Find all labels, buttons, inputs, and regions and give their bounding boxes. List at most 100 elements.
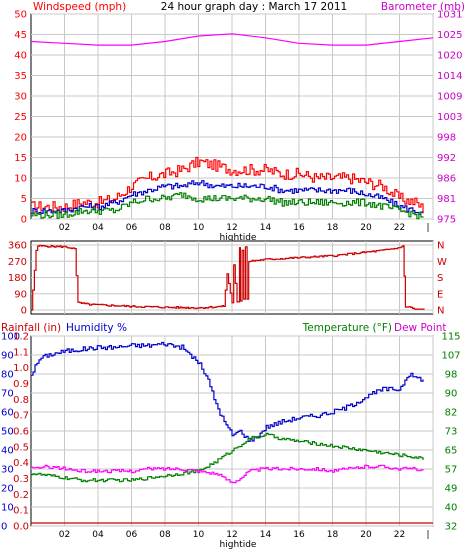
- windspeed-tick-label: 0: [21, 215, 27, 226]
- direction-tick-label: 0: [21, 306, 27, 317]
- barometer-tick-label: 975: [437, 215, 456, 226]
- humidity-xtick-label: 08: [159, 530, 171, 540]
- barometer-tick-label: 1031: [437, 10, 462, 21]
- humidity-xtick-label: 02: [59, 530, 70, 540]
- barometer-tick-label: 986: [437, 174, 456, 185]
- rainfall-tick-label: 0.7: [13, 411, 29, 422]
- windspeed-tick-label: 40: [14, 51, 27, 62]
- barometer-tick-label: 1009: [437, 92, 462, 103]
- compass-tick-label: W: [437, 257, 447, 268]
- wind-xtick-label: 20: [360, 223, 372, 233]
- temperature-tick-label: 32: [445, 522, 458, 533]
- temperature-tick-label: 57: [445, 465, 458, 476]
- chart-title: 24 hour graph day : March 17 2011: [161, 1, 347, 13]
- temperature-tick-label: 107: [441, 351, 460, 362]
- humidity-axis-title: Humidity %: [66, 322, 127, 334]
- rainfall-tick-label: 0.4: [13, 458, 29, 469]
- compass-tick-label: E: [437, 289, 443, 300]
- windspeed-tick-label: 30: [14, 92, 27, 103]
- rainfall-tick-label: 0.8: [13, 395, 29, 406]
- humidity-xtick-label: 12: [226, 530, 237, 540]
- humidity-xtick-label: 22: [394, 530, 405, 540]
- humidity-xtick-label: 20: [360, 530, 372, 540]
- barometer-tick-label: 1020: [437, 51, 462, 62]
- windspeed-gust-line: [31, 156, 424, 214]
- wind-xtick-label: 06: [126, 223, 138, 233]
- rainfall-tick-label: 0.0: [13, 522, 29, 533]
- barometer-axis-title: Barometer (mb): [381, 1, 465, 13]
- chart-layer: 0 5 10 15 20 25 30 35 40 45 50 975 981 986 992 998 1003 1…: [1, 10, 462, 541]
- barometer-tick-label: 1014: [437, 71, 462, 82]
- temperature-tick-label: 90: [445, 389, 458, 400]
- compass-tick-label: N: [437, 241, 444, 252]
- windspeed-tick-label: 35: [14, 71, 27, 82]
- humidity-xtick-label: |: [426, 530, 429, 540]
- windspeed-tick-label: 15: [14, 153, 27, 164]
- temperature-tick-label: 115: [441, 332, 460, 343]
- humidity-tick-label: 80: [1, 370, 14, 381]
- temperature-axis-title: Temperature (°F): [302, 322, 392, 334]
- compass-tick-label: S: [437, 273, 443, 284]
- rainfall-axis-title: Rainfall (in): [1, 322, 61, 334]
- humidity-tick-label: 100: [1, 332, 20, 343]
- barometer-tick-label: 998: [437, 133, 456, 144]
- wind-xtick-label: |: [426, 223, 429, 233]
- humidity-xtick-label: 18: [327, 530, 339, 540]
- wind-xtick-label: 08: [159, 223, 171, 233]
- windspeed-avg-line: [31, 180, 424, 215]
- humidity-tick-label: 40: [1, 446, 14, 457]
- barometer-line: [30, 33, 434, 46]
- humidity-tick-label: 60: [1, 408, 14, 419]
- wind-xtick-label: 18: [327, 223, 339, 233]
- rainfall-tick-label: 0.2: [13, 490, 29, 501]
- humidity-tick-label: 30: [1, 465, 14, 476]
- temperature-tick-label: 65: [445, 446, 458, 457]
- wind-xlabel-hightide: hightide: [220, 233, 257, 243]
- humidity-line: [31, 341, 424, 442]
- windspeed-tick-label: 20: [14, 133, 27, 144]
- windspeed-tick-label: 5: [21, 194, 27, 205]
- humidity-tick-label: 20: [1, 484, 14, 495]
- temperature-line: [31, 432, 424, 483]
- barometer-tick-label: 981: [437, 194, 456, 205]
- humidity-xtick-label: 06: [126, 530, 138, 540]
- wind-xtick-label: 12: [226, 223, 237, 233]
- rainfall-tick-label: 0.9: [13, 379, 29, 390]
- direction-tick-label: 180: [8, 273, 27, 284]
- direction-tick-label: 90: [14, 289, 27, 300]
- humidity-tick-label: 50: [1, 427, 14, 438]
- humidity-xtick-label: 14: [260, 530, 272, 540]
- humidity-xtick-label: 10: [193, 530, 205, 540]
- rainfall-tick-label: 0.6: [13, 427, 29, 438]
- direction-tick-label: 360: [8, 241, 27, 252]
- windspeed-tick-label: 10: [14, 174, 27, 185]
- wind-direction-line: [31, 244, 425, 311]
- humidity-xtick-label: 16: [293, 530, 305, 540]
- wind-xtick-label: 16: [293, 223, 305, 233]
- dewpoint-axis-title: Dew Point: [394, 322, 447, 334]
- wind-xtick-label: 10: [193, 223, 205, 233]
- rainfall-tick-label: 1.0: [13, 363, 29, 374]
- wind-xtick-label: 14: [260, 223, 272, 233]
- direction-tick-label: 270: [8, 257, 27, 268]
- windspeed-axis-title: Windspeed (mph): [33, 1, 126, 13]
- windspeed-tick-label: 25: [14, 112, 27, 123]
- wind-xtick-label: 02: [59, 223, 70, 233]
- windspeed-min-line: [31, 192, 424, 220]
- temperature-tick-label: 40: [445, 503, 458, 514]
- humidity-tick-label: 0: [1, 522, 7, 533]
- barometer-tick-label: 1003: [437, 112, 462, 123]
- windspeed-tick-label: 45: [14, 30, 27, 41]
- wind-xtick-label: 22: [394, 223, 405, 233]
- compass-tick-label: N: [437, 306, 444, 317]
- rainfall-tick-label: 1.2: [13, 332, 29, 343]
- windspeed-tick-label: 50: [14, 10, 27, 21]
- humidity-xtick-label: 04: [92, 530, 104, 540]
- humidity-tick-label: 10: [1, 503, 14, 514]
- rainfall-tick-label: 0.3: [13, 474, 29, 485]
- wind-xtick-label: 04: [92, 223, 104, 233]
- rainfall-tick-label: 1.1: [13, 347, 29, 358]
- temperature-tick-label: 82: [445, 408, 458, 419]
- humidity-tick-label: 70: [1, 389, 14, 400]
